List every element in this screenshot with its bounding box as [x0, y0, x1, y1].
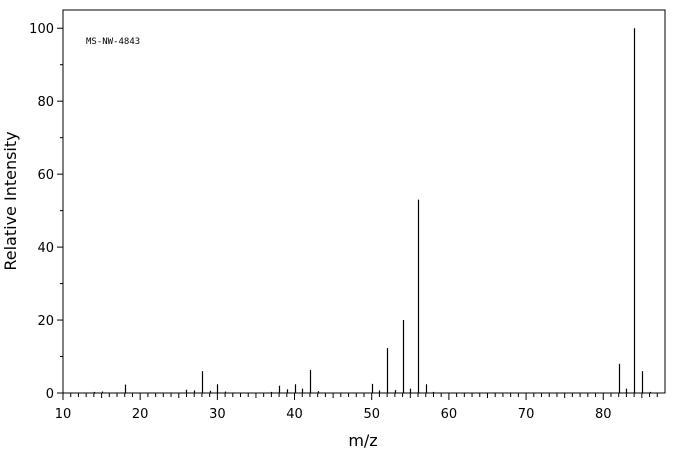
x-tick-label: 30 [209, 407, 226, 422]
x-tick-label: 60 [441, 407, 458, 422]
y-axis-label: Relative Intensity [1, 131, 20, 270]
y-axis-ticks: 0 20 40 60 80 100 [29, 22, 63, 402]
y-tick-label: 0 [46, 387, 54, 402]
plot-frame [62, 9, 666, 394]
y-tick-label: 20 [37, 314, 54, 329]
x-tick-label: 50 [363, 407, 380, 422]
y-tick-label: 60 [37, 168, 54, 183]
y-tick-label: 100 [29, 22, 54, 37]
spectrum-id-annotation: MS-NW-4843 [86, 37, 140, 47]
x-axis-ticks: 10 20 30 40 50 60 70 80 [55, 393, 658, 422]
spectrum-peaks [93, 28, 652, 393]
x-axis-label: m/z [348, 431, 377, 450]
x-tick-label: 80 [595, 407, 612, 422]
y-tick-label: 80 [37, 95, 54, 110]
y-tick-label: 40 [37, 241, 54, 256]
x-tick-label: 10 [55, 407, 72, 422]
x-tick-label: 20 [132, 407, 149, 422]
x-tick-label: 70 [518, 407, 535, 422]
x-tick-label: 40 [286, 407, 303, 422]
